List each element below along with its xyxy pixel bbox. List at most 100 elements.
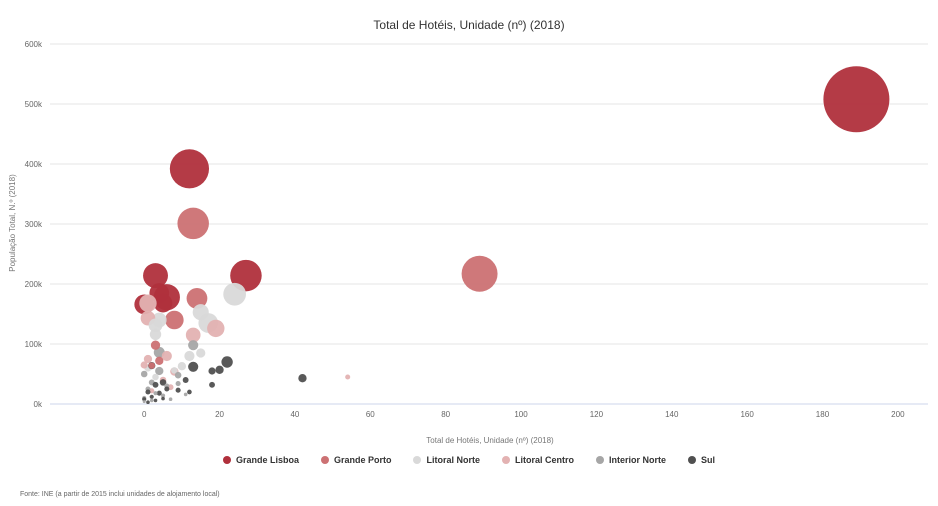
- legend-item-interior-norte[interactable]: Interior Norte: [596, 455, 666, 465]
- data-point-sul[interactable]: [149, 394, 154, 399]
- data-point-grande-porto[interactable]: [165, 310, 184, 330]
- data-point-sul[interactable]: [159, 379, 167, 386]
- data-point-sul[interactable]: [175, 387, 181, 393]
- data-point-grande-porto[interactable]: [150, 340, 161, 350]
- x-tick-label: 200: [891, 410, 905, 419]
- y-tick-label: 200k: [25, 280, 43, 289]
- legend-label: Interior Norte: [609, 455, 667, 465]
- data-point-litoral-centro[interactable]: [140, 361, 148, 369]
- data-point-sul[interactable]: [188, 361, 199, 372]
- legend-marker: [688, 456, 697, 464]
- y-tick-label: 300k: [25, 220, 43, 229]
- data-point-sul[interactable]: [156, 390, 162, 396]
- data-point-sul[interactable]: [208, 367, 216, 375]
- data-point-litoral-centro[interactable]: [139, 294, 157, 312]
- x-tick-label: 180: [816, 410, 830, 419]
- x-tick-label: 20: [215, 410, 224, 419]
- data-point-sul[interactable]: [146, 400, 150, 405]
- data-point-sul[interactable]: [298, 374, 307, 383]
- data-point-litoral-norte[interactable]: [171, 367, 178, 374]
- data-point-litoral-norte[interactable]: [177, 362, 187, 371]
- data-point-interior-norte[interactable]: [174, 371, 182, 379]
- data-point-litoral-centro[interactable]: [207, 319, 225, 338]
- data-point-sul[interactable]: [209, 381, 215, 388]
- x-tick-label: 120: [590, 410, 604, 419]
- source-note: Fonte: INE (a partir de 2015 inclui unid…: [20, 491, 220, 498]
- legend-item-litoral-centro[interactable]: Litoral Centro: [502, 455, 574, 465]
- data-point-litoral-norte[interactable]: [192, 304, 209, 321]
- data-point-litoral-norte[interactable]: [184, 350, 195, 362]
- data-point-litoral-centro[interactable]: [185, 327, 201, 343]
- x-axis-label: Total de Hotéis, Unidade (nº) (2018): [426, 436, 554, 445]
- y-tick-label: 400k: [25, 160, 43, 169]
- data-point-interior-norte[interactable]: [149, 398, 154, 403]
- data-point-interior-norte[interactable]: [175, 381, 181, 387]
- data-point-interior-norte[interactable]: [160, 393, 166, 398]
- data-point-sul[interactable]: [152, 381, 159, 388]
- data-point-litoral-centro[interactable]: [143, 354, 153, 364]
- legend-marker: [596, 456, 605, 464]
- data-point-interior-norte[interactable]: [142, 400, 146, 404]
- scatter-chart: Total de Hotéis, Unidade (nº) (2018) 0k 1…: [8, 18, 928, 445]
- x-tick-label: 0: [142, 410, 147, 419]
- y-tick-label: 0k: [34, 400, 43, 409]
- data-point-sul[interactable]: [142, 397, 147, 402]
- x-tick-label: 140: [665, 410, 679, 419]
- legend-marker: [222, 456, 231, 464]
- data-point-sul[interactable]: [221, 356, 233, 368]
- legend-marker: [320, 456, 329, 464]
- legend-label: Sul: [701, 455, 716, 465]
- data-point-interior-norte[interactable]: [155, 366, 164, 376]
- data-point-interior-norte[interactable]: [168, 397, 173, 402]
- data-point-interior-norte[interactable]: [188, 340, 199, 351]
- x-tick-label: 40: [290, 410, 299, 419]
- x-tick-label: 100: [514, 410, 528, 419]
- x-tick-label: 60: [366, 410, 375, 419]
- legend-label: Grande Lisboa: [235, 455, 299, 465]
- y-axis-label: População Total, N.º (2018): [8, 174, 17, 272]
- data-point-grande-porto[interactable]: [461, 255, 498, 292]
- data-point-litoral-norte[interactable]: [149, 328, 162, 341]
- data-point-sul[interactable]: [145, 389, 151, 395]
- y-axis-ticks: 0k 100k 200k 300k 400k 500k 600k: [25, 40, 43, 409]
- data-point-grande-lisboa[interactable]: [143, 263, 168, 289]
- data-point-grande-lisboa[interactable]: [169, 149, 210, 189]
- data-point-grande-porto[interactable]: [148, 362, 156, 369]
- data-point-grande-lisboa[interactable]: [153, 293, 173, 313]
- y-tick-label: 600k: [25, 40, 43, 49]
- legend-label: Litoral Norte: [426, 455, 480, 465]
- legend-label: Grande Porto: [333, 455, 392, 465]
- data-point-sul[interactable]: [153, 398, 158, 403]
- data-point-grande-porto[interactable]: [177, 207, 209, 240]
- data-point-sul[interactable]: [161, 396, 165, 401]
- data-point-litoral-norte[interactable]: [223, 282, 247, 306]
- data-point-sul[interactable]: [182, 377, 189, 383]
- data-point-litoral-centro[interactable]: [161, 350, 172, 362]
- data-point-interior-norte[interactable]: [153, 391, 158, 396]
- data-point-litoral-norte[interactable]: [152, 373, 159, 381]
- legend-item-grande-porto[interactable]: Grande Porto: [320, 455, 392, 465]
- legend-marker: [413, 456, 422, 464]
- legend-item-grande-lisboa[interactable]: Grande Lisboa: [222, 455, 299, 465]
- x-tick-label: 160: [740, 410, 754, 419]
- data-point-litoral-norte[interactable]: [148, 318, 163, 333]
- data-point-litoral-norte[interactable]: [196, 348, 206, 358]
- data-point-interior-norte[interactable]: [140, 370, 148, 378]
- data-point-grande-lisboa[interactable]: [823, 66, 890, 133]
- legend-label: Litoral Centro: [515, 455, 575, 465]
- data-point-sul[interactable]: [215, 365, 224, 374]
- legend-item-sul[interactable]: Sul: [688, 455, 715, 465]
- legend-item-litoral-norte[interactable]: Litoral Norte: [413, 455, 480, 465]
- data-point-interior-norte[interactable]: [183, 392, 188, 397]
- chart-title: Total de Hotéis, Unidade (nº) (2018): [373, 18, 564, 32]
- data-point-grande-porto[interactable]: [155, 356, 164, 365]
- data-point-sul[interactable]: [187, 389, 192, 395]
- y-tick-label: 100k: [25, 340, 43, 349]
- legend-marker: [502, 456, 510, 464]
- x-axis-ticks: 0 20 40 60 80 100 120 140 160 180 200: [142, 410, 905, 419]
- data-point-sul[interactable]: [164, 386, 170, 392]
- legend: Grande Lisboa Grande Porto Litoral Norte…: [0, 455, 938, 465]
- data-point-litoral-centro[interactable]: [345, 374, 351, 380]
- data-point-grande-porto[interactable]: [186, 288, 208, 309]
- x-tick-label: 80: [441, 410, 450, 419]
